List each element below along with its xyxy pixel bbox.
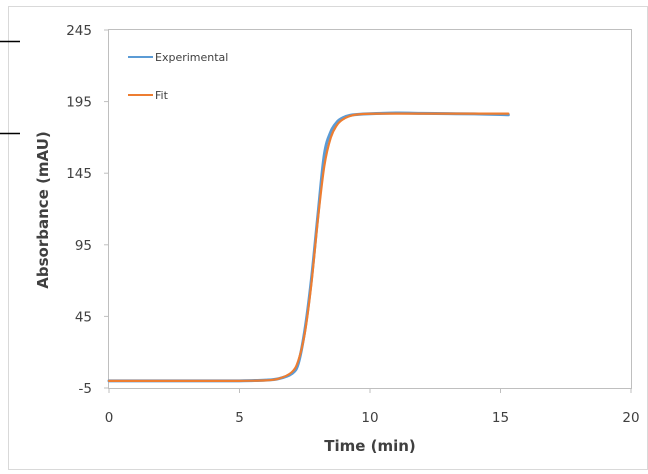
plot-area: [108, 29, 632, 389]
x-tick-label: 10: [361, 410, 378, 426]
x-axis: 0 5 10 15 20: [105, 388, 640, 426]
x-tick-label: 15: [492, 410, 509, 426]
y-tick-label: 45: [75, 309, 92, 325]
y-tick-label: -5: [79, 381, 92, 397]
series-layer: [107, 111, 510, 383]
y-tick-label: 95: [75, 238, 92, 254]
y-tick-label: 145: [66, 166, 92, 182]
series-line-fit: [107, 112, 510, 382]
x-axis-title: Time (min): [324, 437, 416, 455]
y-tick-label: 245: [66, 23, 92, 39]
y-axis: -5 45 95 145 195 245: [66, 23, 109, 397]
x-tick-label: 20: [622, 410, 639, 426]
legend: Experimental Fit: [128, 51, 228, 102]
y-tick-label: 195: [66, 95, 92, 111]
x-tick-label: 0: [105, 410, 114, 426]
legend-label-fit: Fit: [155, 89, 169, 102]
x-tick-label: 5: [235, 410, 244, 426]
y-axis-title: Absorbance (mAU): [34, 131, 52, 288]
legend-label-experimental: Experimental: [155, 51, 228, 64]
